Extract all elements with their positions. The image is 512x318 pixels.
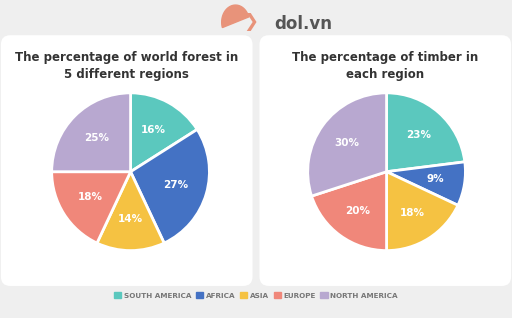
Text: 18%: 18% xyxy=(78,192,103,202)
Text: 25%: 25% xyxy=(84,133,110,143)
Text: dol.vn: dol.vn xyxy=(274,16,332,33)
Text: 14%: 14% xyxy=(118,214,143,224)
Wedge shape xyxy=(387,93,465,172)
Polygon shape xyxy=(222,5,249,28)
Text: 18%: 18% xyxy=(400,208,425,218)
Text: The percentage of timber in
each region: The percentage of timber in each region xyxy=(292,52,478,81)
Wedge shape xyxy=(131,129,209,243)
Wedge shape xyxy=(308,93,387,196)
Wedge shape xyxy=(52,172,131,243)
Text: 27%: 27% xyxy=(163,180,188,190)
Text: 16%: 16% xyxy=(141,125,166,135)
FancyBboxPatch shape xyxy=(1,35,252,286)
Wedge shape xyxy=(131,93,197,172)
Text: ❯: ❯ xyxy=(243,13,259,31)
Text: 20%: 20% xyxy=(345,206,370,216)
FancyBboxPatch shape xyxy=(260,35,511,286)
Text: 30%: 30% xyxy=(334,138,359,148)
Text: 9%: 9% xyxy=(426,174,444,184)
Wedge shape xyxy=(97,172,164,251)
Text: 23%: 23% xyxy=(407,130,432,140)
Wedge shape xyxy=(52,93,131,172)
Text: The percentage of world forest in
5 different regions: The percentage of world forest in 5 diff… xyxy=(15,52,239,81)
Wedge shape xyxy=(387,172,458,251)
Legend: SOUTH AMERICA, AFRICA, ASIA, EUROPE, NORTH AMERICA: SOUTH AMERICA, AFRICA, ASIA, EUROPE, NOR… xyxy=(111,290,401,302)
Wedge shape xyxy=(312,172,387,251)
Wedge shape xyxy=(387,162,465,205)
